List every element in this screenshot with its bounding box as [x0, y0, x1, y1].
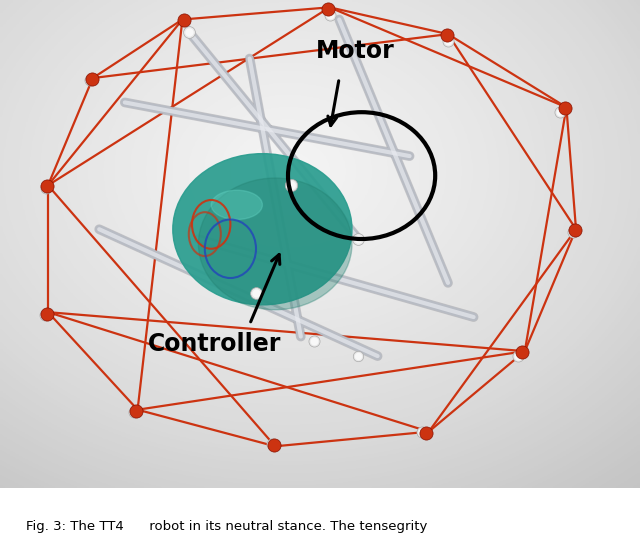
Point: [129, 408, 140, 416]
Point: [568, 227, 578, 236]
Ellipse shape: [173, 154, 352, 305]
Ellipse shape: [211, 190, 262, 220]
Point: [555, 108, 565, 116]
Point: [570, 226, 580, 235]
Point: [129, 408, 140, 416]
Point: [269, 441, 279, 449]
Point: [84, 76, 95, 85]
Point: [353, 352, 364, 360]
Point: [443, 37, 453, 46]
Point: [251, 288, 261, 297]
Point: [324, 10, 335, 19]
Point: [308, 337, 319, 346]
Point: [308, 337, 319, 346]
Point: [417, 427, 428, 436]
Text: Controller: Controller: [148, 332, 281, 356]
Point: [40, 310, 50, 319]
Point: [420, 429, 431, 437]
Point: [41, 183, 51, 192]
Point: [41, 183, 51, 192]
Point: [267, 440, 277, 448]
Point: [184, 27, 194, 36]
Point: [417, 427, 428, 436]
Point: [323, 4, 333, 13]
Point: [443, 37, 453, 46]
Point: [353, 235, 364, 243]
Point: [513, 352, 524, 360]
Ellipse shape: [198, 178, 352, 310]
Point: [516, 348, 527, 356]
Point: [442, 31, 452, 40]
Point: [42, 182, 52, 191]
Text: Motor: Motor: [316, 39, 395, 63]
Point: [324, 10, 335, 19]
Point: [184, 27, 194, 36]
Point: [568, 227, 578, 236]
Point: [179, 15, 189, 24]
Text: Fig. 3: The TT4      robot in its neutral stance. The tensegrity: Fig. 3: The TT4 robot in its neutral sta…: [26, 520, 427, 533]
Point: [560, 104, 570, 113]
Point: [286, 181, 296, 190]
Point: [86, 75, 97, 83]
Point: [84, 76, 95, 85]
Point: [40, 310, 50, 319]
Point: [131, 406, 141, 415]
Point: [353, 352, 364, 360]
Point: [251, 288, 261, 297]
Point: [353, 235, 364, 243]
Point: [513, 352, 524, 360]
Point: [286, 181, 296, 190]
Point: [555, 108, 565, 116]
Point: [267, 440, 277, 448]
Point: [42, 309, 52, 318]
